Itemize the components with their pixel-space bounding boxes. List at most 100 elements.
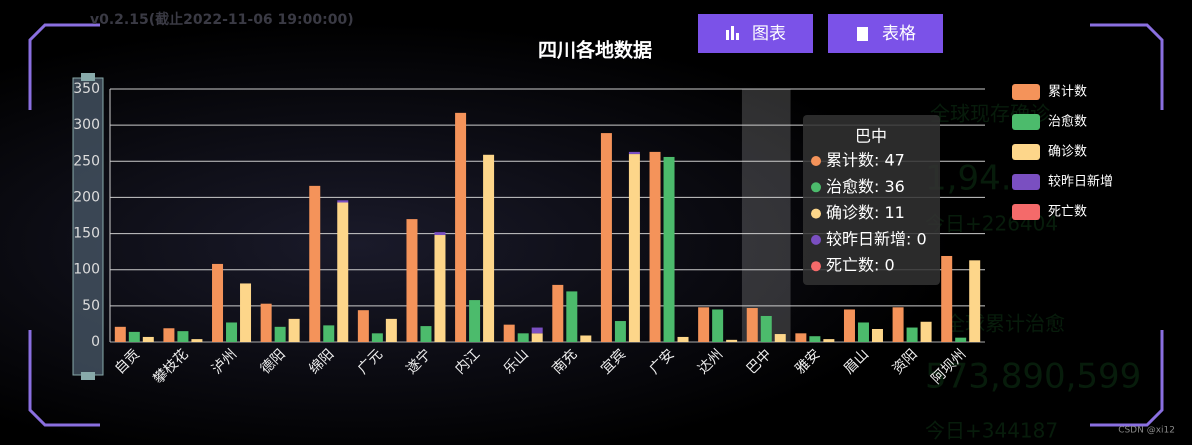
icon	[736, 33, 739, 40]
y-tick-label: 0	[91, 334, 100, 350]
legend-swatch	[1012, 84, 1040, 100]
tooltip-line: 确诊数: 11	[826, 203, 905, 222]
bar	[871, 328, 883, 342]
bar	[726, 339, 738, 342]
bar	[406, 219, 418, 342]
bar	[628, 154, 640, 342]
bar	[337, 200, 349, 203]
bar	[357, 310, 369, 342]
tooltip-marker	[811, 156, 821, 166]
bar	[240, 283, 252, 342]
bar	[552, 284, 564, 342]
bar	[712, 309, 724, 342]
button-bg[interactable]	[698, 14, 813, 53]
bar	[969, 260, 981, 342]
button[interactable]: 图表	[698, 14, 813, 53]
bar	[420, 326, 432, 342]
tooltip-line: 较昨日新增: 0	[826, 229, 927, 248]
button-bg[interactable]	[828, 14, 943, 53]
tooltip-line: 死亡数: 0	[826, 256, 895, 275]
y-tick-label: 200	[73, 189, 100, 205]
bar	[503, 324, 515, 342]
zoom-slider[interactable]	[72, 77, 104, 376]
bar	[455, 112, 467, 343]
legend-swatch	[1012, 144, 1040, 160]
tooltip-marker	[811, 261, 821, 272]
watermark: CSDN @xi12	[1118, 426, 1175, 436]
icon	[726, 30, 729, 40]
bar	[531, 327, 543, 334]
bg-today: 今日+344187	[925, 419, 1058, 443]
bar	[823, 339, 835, 342]
bar	[469, 300, 481, 342]
legend-label: 累计数	[1048, 85, 1087, 100]
bar	[795, 333, 807, 342]
button-label[interactable]: 图表	[752, 24, 786, 44]
bar	[892, 307, 904, 342]
bar	[677, 336, 689, 342]
zoom-handle[interactable]	[81, 372, 95, 380]
bar	[309, 185, 321, 342]
zoom-handle[interactable]	[81, 73, 95, 81]
y-tick-label: 50	[82, 298, 100, 314]
button-label[interactable]: 表格	[882, 24, 916, 44]
tooltip-line: 治愈数: 36	[826, 177, 905, 196]
bar	[663, 156, 675, 342]
bar	[809, 336, 821, 342]
bar	[483, 154, 495, 342]
tooltip-marker	[811, 234, 821, 245]
legend-label: 治愈数	[1048, 115, 1087, 130]
bar	[212, 263, 224, 342]
tooltip-marker	[811, 182, 821, 193]
bar	[323, 325, 335, 342]
y-tick-label: 350	[73, 81, 100, 97]
tooltip-marker	[811, 208, 821, 219]
chart-title: 四川各地数据	[538, 39, 652, 62]
bar	[142, 336, 154, 342]
bar	[746, 308, 758, 342]
bar	[580, 335, 592, 342]
hover-shadow	[741, 89, 791, 342]
bar	[260, 303, 272, 342]
y-tick-label: 250	[73, 153, 100, 169]
bar	[434, 235, 446, 342]
bar	[163, 328, 175, 342]
bar	[566, 291, 578, 342]
bg-label: 全球累计治愈	[945, 312, 1065, 336]
y-tick-label: 100	[73, 262, 100, 278]
bar	[600, 133, 612, 342]
bar	[274, 326, 286, 342]
bar	[385, 318, 397, 342]
legend-label: 确诊数	[1048, 145, 1087, 160]
legend-swatch	[1012, 204, 1040, 220]
bar	[857, 322, 869, 342]
bar	[920, 321, 932, 342]
bar	[371, 333, 383, 342]
version: v0.2.15(截止2022-11-06 19:00:00)	[90, 11, 354, 28]
bar	[434, 232, 446, 236]
bar	[649, 151, 661, 342]
legend-label: 死亡数	[1048, 205, 1087, 220]
bar	[628, 151, 640, 155]
legend-label: 较昨日新增	[1048, 174, 1113, 190]
bar	[226, 322, 238, 342]
bg-value: 573,890,599	[925, 357, 1141, 397]
tooltip-line: 累计数: 47	[826, 151, 905, 170]
bar	[128, 331, 140, 342]
bar	[843, 309, 855, 342]
icon	[857, 27, 868, 41]
bar	[760, 315, 772, 342]
bar	[191, 339, 203, 342]
tooltip	[803, 115, 940, 285]
legend-swatch	[1012, 174, 1040, 190]
button[interactable]: 表格	[828, 14, 943, 53]
bar	[288, 318, 300, 342]
icon	[731, 26, 734, 40]
tooltip-title: 巴中	[855, 127, 887, 146]
bar	[517, 333, 529, 342]
bar	[177, 331, 189, 342]
